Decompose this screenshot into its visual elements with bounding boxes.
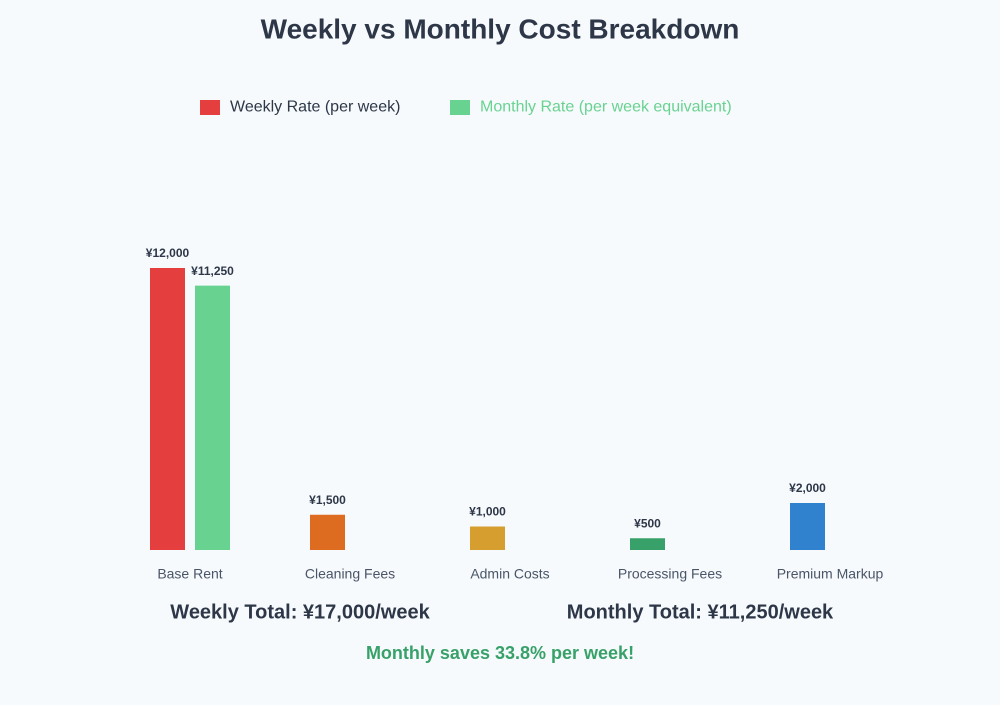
legend-label: Weekly Rate (per week) [230, 99, 400, 116]
legend-swatch [200, 100, 220, 115]
weekly-total: Weekly Total: ¥17,000/week [170, 601, 430, 623]
bar [150, 268, 185, 550]
legend-swatch [450, 100, 470, 115]
x-tick-label: Processing Fees [618, 566, 722, 582]
savings-note: Monthly saves 33.8% per week! [366, 643, 634, 663]
value-label: ¥12,000 [146, 246, 190, 260]
bar [630, 538, 665, 550]
legend-label: Monthly Rate (per week equivalent) [480, 99, 732, 116]
bar [310, 514, 345, 550]
bar [470, 526, 505, 550]
value-label: ¥11,250 [191, 264, 234, 278]
chart-title: Weekly vs Monthly Cost Breakdown [261, 13, 740, 44]
value-label: ¥2,000 [789, 481, 826, 495]
value-label: ¥1,000 [469, 505, 506, 519]
bar [790, 503, 825, 550]
value-label: ¥500 [634, 516, 661, 530]
x-tick-label: Base Rent [157, 566, 222, 582]
x-tick-label: Admin Costs [470, 566, 549, 582]
bar [195, 285, 230, 550]
value-label: ¥1,500 [309, 493, 346, 507]
monthly-total: Monthly Total: ¥11,250/week [567, 601, 834, 623]
x-tick-label: Premium Markup [777, 566, 884, 582]
x-tick-label: Cleaning Fees [305, 566, 395, 582]
